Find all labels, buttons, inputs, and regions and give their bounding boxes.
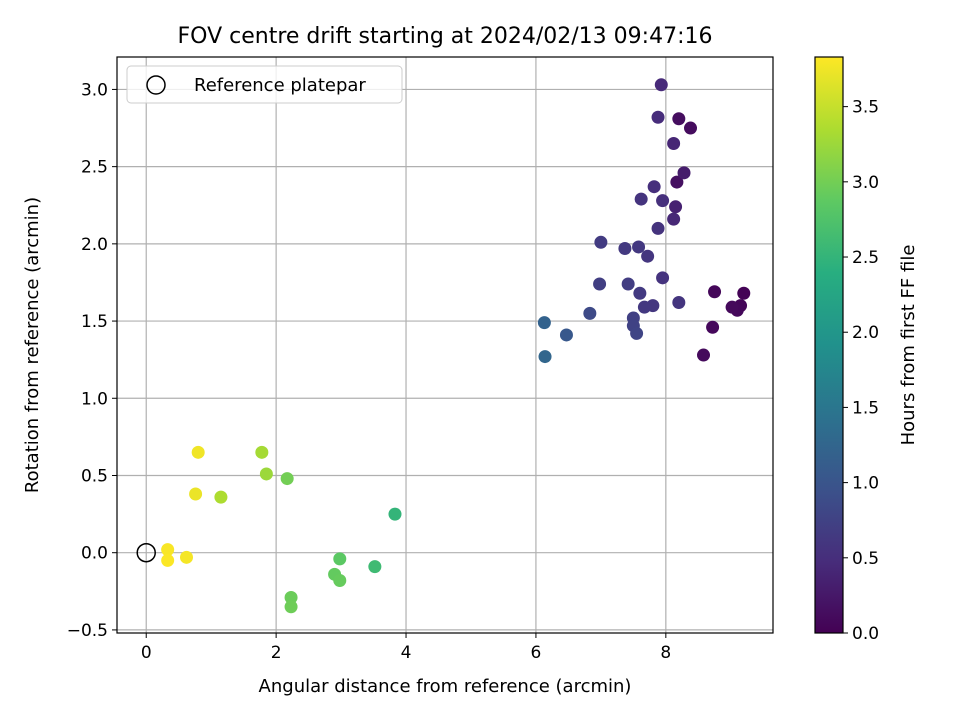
x-axis-label: Angular distance from reference (arcmin) bbox=[259, 676, 632, 697]
scatter-point bbox=[669, 200, 683, 214]
scatter-points bbox=[161, 78, 751, 614]
scatter-point bbox=[214, 490, 228, 504]
colorbar-tick-label: 0.5 bbox=[852, 549, 879, 569]
scatter-point bbox=[633, 286, 647, 300]
colorbar-tick-label: 1.0 bbox=[852, 474, 879, 494]
scatter-point bbox=[632, 240, 646, 254]
colorbar-tick-label: 3.5 bbox=[852, 98, 879, 118]
plot-area-frame bbox=[116, 56, 774, 634]
scatter-point bbox=[179, 550, 193, 564]
y-tick-label: −0.5 bbox=[67, 621, 108, 641]
scatter-point bbox=[672, 296, 686, 310]
scatter-point bbox=[656, 194, 670, 208]
scatter-point bbox=[537, 316, 551, 330]
scatter-point bbox=[630, 326, 644, 340]
colorbar-tick-label: 2.0 bbox=[852, 323, 879, 343]
colorbar-tick-label: 1.5 bbox=[852, 398, 879, 418]
y-tick-label: 0.5 bbox=[81, 466, 108, 486]
legend-marker-icon bbox=[146, 75, 166, 95]
y-tick-label: 1.5 bbox=[81, 312, 108, 332]
y-axis-label: Rotation from reference (arcmin) bbox=[22, 197, 43, 493]
y-tick-label: 0.0 bbox=[81, 544, 108, 564]
legend-entry-label: Reference platepar bbox=[194, 75, 366, 96]
colorbar-tick-label: 2.5 bbox=[852, 248, 879, 268]
scatter-point bbox=[697, 348, 711, 362]
legend: Reference platepar bbox=[126, 65, 403, 104]
scatter-point bbox=[677, 166, 691, 180]
scatter-point bbox=[259, 467, 273, 481]
scatter-point bbox=[593, 277, 607, 291]
colorbar-ticks: 0.0 0.5 1.0 1.5 2.0 2.5 3.0 3.5 bbox=[843, 98, 879, 644]
scatter-point bbox=[637, 300, 651, 314]
scatter-point bbox=[189, 487, 203, 501]
scatter-point bbox=[654, 78, 668, 92]
scatter-point bbox=[708, 285, 722, 299]
x-axis-ticks: 0 2 4 6 8 bbox=[141, 633, 671, 663]
x-tick-label: 0 bbox=[141, 643, 152, 663]
scatter-point bbox=[538, 350, 552, 364]
scatter-point bbox=[737, 286, 751, 300]
y-tick-label: 1.0 bbox=[81, 389, 108, 409]
scatter-point bbox=[651, 110, 665, 124]
scatter-point bbox=[656, 271, 670, 285]
scatter-point bbox=[667, 212, 681, 226]
scatter-point bbox=[559, 328, 573, 342]
scatter-point bbox=[594, 235, 608, 249]
colorbar-label: Hours from first FF file bbox=[898, 245, 919, 446]
colorbar-gradient bbox=[815, 57, 843, 633]
scatter-point bbox=[583, 306, 597, 320]
x-tick-label: 4 bbox=[401, 643, 412, 663]
reference-point-marker bbox=[136, 542, 156, 563]
scatter-point bbox=[651, 221, 665, 235]
scatter-point bbox=[641, 249, 655, 263]
scatter-point bbox=[647, 180, 661, 194]
scatter-point bbox=[333, 573, 347, 587]
scatter-point bbox=[333, 552, 347, 566]
colorbar-tick-label: 0.0 bbox=[852, 624, 879, 644]
scatter-point bbox=[284, 590, 298, 604]
legend-box bbox=[126, 65, 403, 104]
scatter-point bbox=[634, 192, 648, 206]
scatter-point bbox=[706, 320, 720, 334]
y-axis-ticks: −0.5 0.0 0.5 1.0 1.5 2.0 2.5 3.0 bbox=[67, 80, 117, 641]
scatter-point bbox=[191, 445, 205, 459]
colorbar: 0.0 0.5 1.0 1.5 2.0 2.5 3.0 3.5 Hours from firs… bbox=[814, 56, 919, 644]
scatter-point bbox=[368, 560, 382, 574]
x-tick-label: 2 bbox=[271, 643, 282, 663]
scatter-point bbox=[161, 543, 175, 557]
scatter-point bbox=[618, 241, 632, 255]
y-tick-label: 2.0 bbox=[81, 235, 108, 255]
scatter-point bbox=[280, 472, 294, 486]
scatter-point bbox=[725, 300, 739, 314]
scatter-point bbox=[284, 600, 298, 614]
scatter-point bbox=[672, 112, 686, 126]
colorbar-frame bbox=[814, 56, 844, 634]
x-tick-label: 6 bbox=[531, 643, 542, 663]
y-tick-label: 3.0 bbox=[81, 80, 108, 100]
chart-title: FOV centre drift starting at 2024/02/13 … bbox=[178, 24, 713, 49]
scatter-point bbox=[161, 553, 175, 567]
x-tick-label: 8 bbox=[660, 643, 671, 663]
scatter-point bbox=[621, 277, 635, 291]
colorbar-tick-label: 3.0 bbox=[852, 173, 879, 193]
scatter-point bbox=[684, 121, 698, 135]
scatter-point bbox=[255, 445, 269, 459]
scatter-point bbox=[667, 136, 681, 150]
scatter-point bbox=[388, 507, 402, 521]
y-tick-label: 2.5 bbox=[81, 158, 108, 178]
scatter-point bbox=[670, 175, 684, 189]
